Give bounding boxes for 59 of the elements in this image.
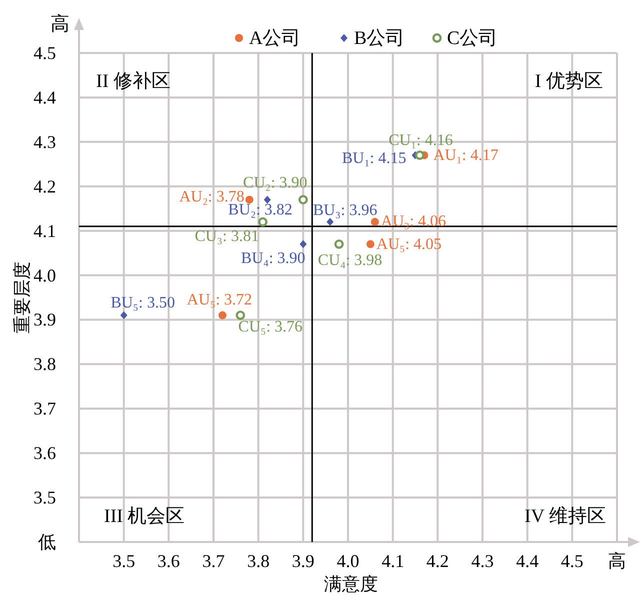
x-tick-label: 3.9 [292, 551, 314, 571]
point [366, 240, 374, 248]
x-tick-label: 3.8 [247, 551, 270, 571]
annotation: AU₅: 3.72 [186, 291, 252, 308]
point [258, 217, 268, 227]
x-tick-label: 高 [608, 551, 626, 571]
point [300, 240, 307, 248]
y-tick-label: 3.5 [34, 488, 56, 508]
point [415, 150, 424, 160]
point [245, 196, 254, 204]
y-tick-label: 3.9 [34, 310, 56, 330]
y-tick-label: 4.1 [34, 220, 56, 241]
point [264, 196, 271, 204]
text: 高 [50, 13, 70, 35]
annotation: CU₃: 3.81 [194, 228, 259, 245]
annotation: AU₁: 4.17 [433, 147, 498, 164]
y-tick-label: 4.2 [34, 176, 56, 196]
y-tick-label: 低 [38, 532, 56, 552]
legend-label: C公司 [447, 28, 498, 49]
y-tick-label: 3.6 [34, 443, 56, 464]
annotation: BU₂: 3.82 [228, 202, 292, 219]
y-tick-label: 4.5 [34, 43, 56, 63]
x-tick-label: 3.7 [202, 551, 225, 571]
x-tick-label: 3.5 [112, 551, 136, 571]
x-axis-title: 满意度 [324, 574, 378, 594]
point [120, 311, 128, 320]
annotation: BU₁: 4.15 [342, 150, 406, 168]
y-tick-label: 4.0 [34, 265, 56, 286]
point [236, 310, 246, 320]
x-tick-label: 4.1 [382, 551, 404, 571]
x-tick-label: 4.5 [560, 551, 584, 571]
x-tick-label: 4.3 [471, 551, 494, 571]
annotation: I 优势区 [534, 71, 603, 92]
point [218, 311, 226, 320]
annotation: BU₄: 3.90 [241, 250, 306, 268]
annotation: III 机会区 [104, 506, 185, 527]
annotation: AU₅: 4.05 [376, 236, 442, 254]
x-tick-label: 4.2 [426, 551, 449, 571]
x-tick-label: 4.0 [336, 551, 360, 571]
y-axis-title: 重要层度 [12, 262, 32, 334]
annotation: BU₃: 3.96 [312, 202, 378, 219]
annotation: CU₄: 3.98 [318, 252, 382, 270]
annotation: CU₅: 3.76 [238, 318, 303, 336]
y-tick-label: 4.3 [34, 132, 56, 152]
y-tick-label: 4.4 [34, 87, 56, 108]
annotation: CU₂: 3.90 [243, 174, 308, 192]
y-tick-label: 3.7 [34, 398, 56, 419]
y-tick-label: 3.8 [34, 354, 56, 374]
annotation: II 修补区 [96, 70, 170, 92]
point [334, 239, 344, 249]
point [370, 218, 379, 226]
legend-label: B公司 [354, 28, 405, 49]
annotation: BU₅: 3.50 [110, 294, 175, 312]
x-tick-label: 4.4 [516, 551, 539, 571]
x-tick-label: 3.6 [157, 551, 180, 571]
annotation: CU₁: 4.16 [388, 132, 453, 150]
legend-label: A公司 [249, 28, 301, 49]
point [298, 195, 308, 204]
annotation: IV 维持区 [524, 505, 606, 527]
